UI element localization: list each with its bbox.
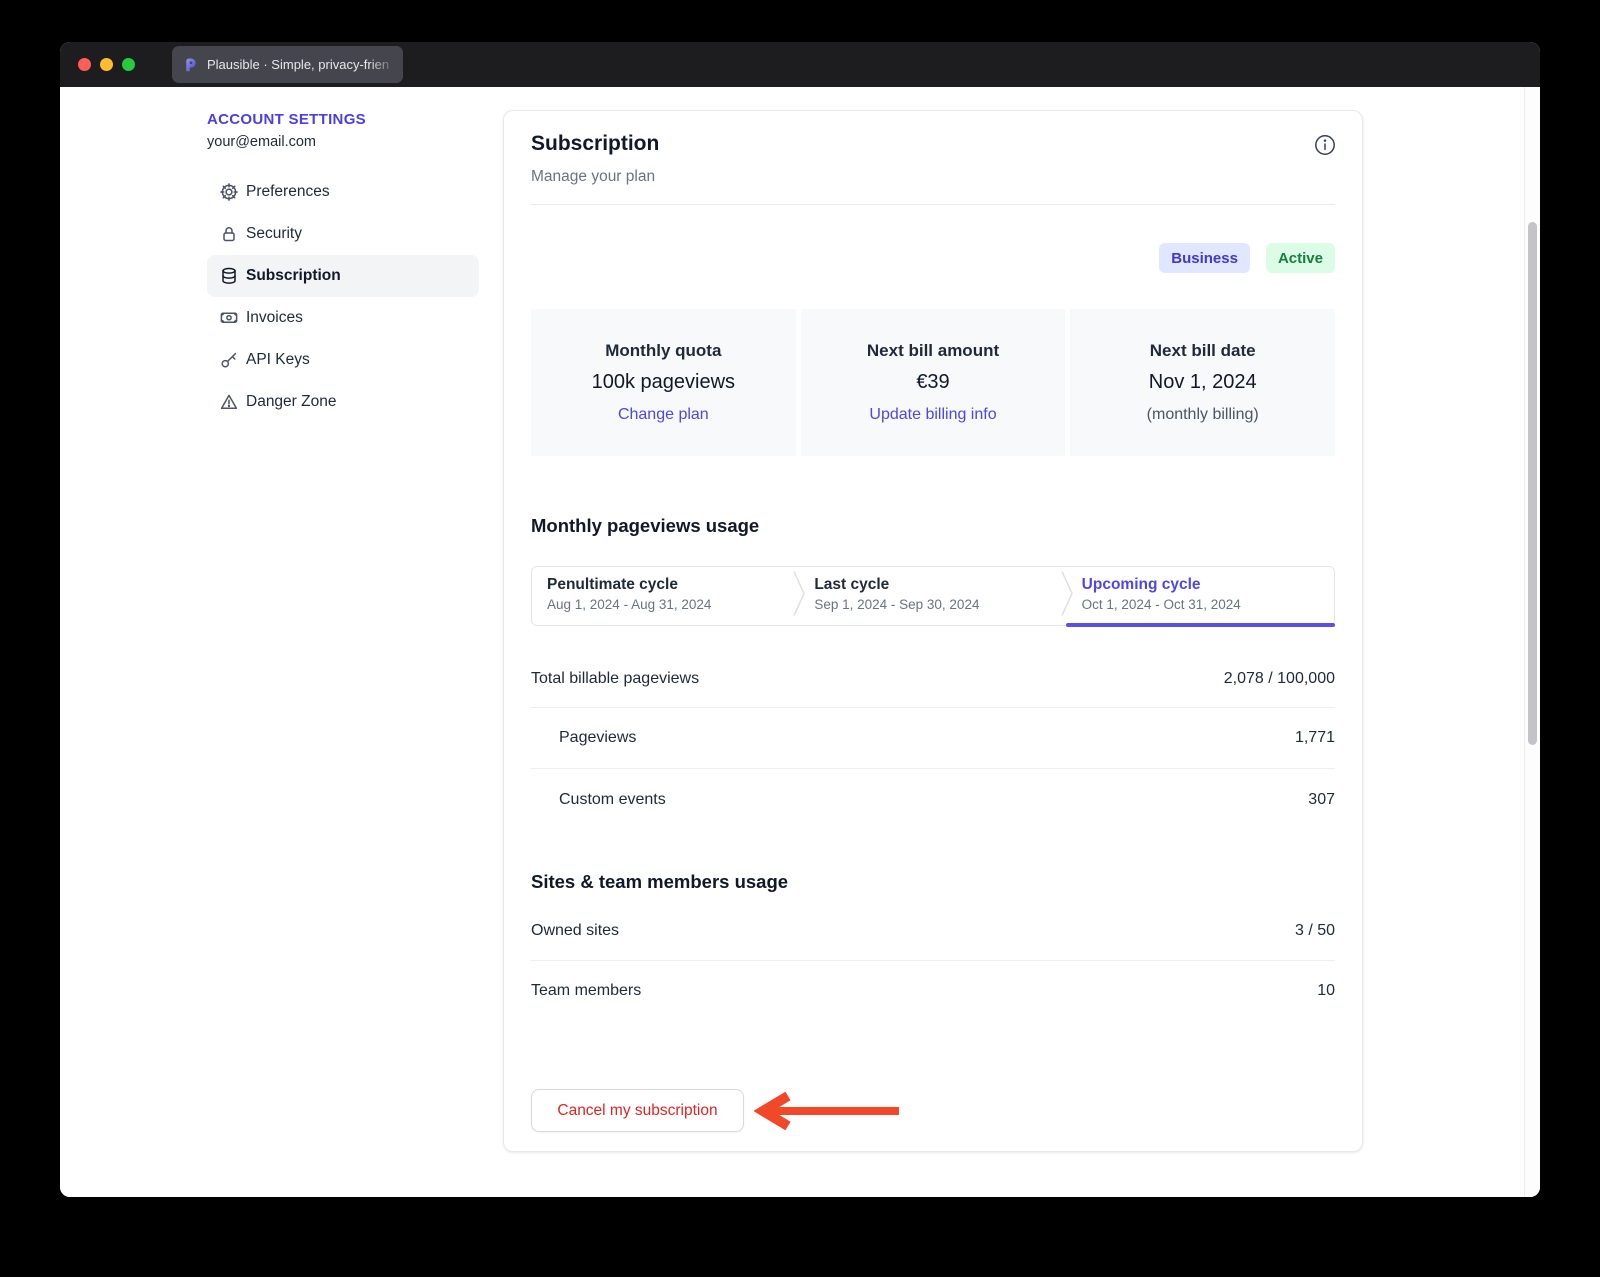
stat-value: Nov 1, 2024 bbox=[1148, 371, 1257, 393]
tab-title: Plausible · Simple, privacy-frien bbox=[207, 57, 390, 72]
row-value: 3 / 50 bbox=[1294, 921, 1335, 939]
settings-nav: Preferences Security bbox=[207, 171, 479, 423]
billing-stats: Monthly quota 100k pageviews Change plan… bbox=[531, 309, 1336, 456]
plan-badges: Business Active bbox=[1159, 243, 1335, 273]
change-plan-link[interactable]: Change plan bbox=[617, 406, 709, 423]
row-label: Custom events bbox=[559, 790, 666, 808]
account-settings-heading: ACCOUNT SETTINGS bbox=[207, 111, 366, 128]
lock-icon bbox=[219, 224, 239, 244]
scrollbar-thumb[interactable] bbox=[1528, 222, 1537, 745]
header-divider bbox=[531, 204, 1335, 205]
gear-icon bbox=[219, 182, 239, 202]
plan-badge: Business bbox=[1159, 243, 1250, 273]
row-value: 307 bbox=[1308, 790, 1335, 808]
stat-label: Next bill amount bbox=[866, 341, 1000, 360]
cycle-range: Sep 1, 2024 - Sep 30, 2024 bbox=[814, 597, 980, 612]
sites-usage-table: Owned sites 3 / 50 Team members 10 bbox=[531, 901, 1335, 1021]
sidebar-item-label: API Keys bbox=[246, 351, 310, 368]
database-stack-icon bbox=[219, 266, 239, 286]
subscription-card: Subscription Manage your plan Business A… bbox=[503, 110, 1363, 1152]
stat-value: €39 bbox=[916, 371, 950, 393]
account-email: your@email.com bbox=[207, 134, 316, 150]
pageviews-usage-heading: Monthly pageviews usage bbox=[531, 515, 760, 536]
plausible-logo-icon bbox=[182, 56, 199, 73]
stat-label: Next bill date bbox=[1149, 341, 1256, 360]
sidebar-item-invoices[interactable]: Invoices bbox=[207, 297, 479, 339]
tab-penultimate-cycle[interactable]: Penultimate cycle Aug 1, 2024 - Aug 31, … bbox=[532, 567, 799, 625]
sidebar-item-subscription[interactable]: Subscription bbox=[207, 255, 479, 297]
page-subtitle: Manage your plan bbox=[531, 168, 656, 185]
row-value: 2,078 / 100,000 bbox=[1223, 670, 1335, 687]
banknote-icon bbox=[219, 308, 239, 328]
info-icon[interactable] bbox=[1313, 133, 1337, 157]
sidebar-item-label: Invoices bbox=[246, 309, 303, 326]
row-label: Total billable pageviews bbox=[531, 670, 700, 687]
cycle-range: Oct 1, 2024 - Oct 31, 2024 bbox=[1081, 597, 1241, 612]
table-row-team-members: Team members 10 bbox=[531, 961, 1335, 1021]
sidebar-item-preferences[interactable]: Preferences bbox=[207, 171, 479, 213]
row-label: Pageviews bbox=[559, 729, 637, 746]
row-value: 1,771 bbox=[1294, 729, 1335, 746]
browser-window: Plausible · Simple, privacy-frien ACCOUN… bbox=[60, 42, 1540, 1197]
tab-title-fade bbox=[369, 46, 403, 83]
minimize-button[interactable] bbox=[100, 58, 113, 71]
stat-next-bill-date: Next bill date Nov 1, 2024 (monthly bill… bbox=[1070, 309, 1336, 456]
pageviews-usage-table: Total billable pageviews 2,078 / 100,000… bbox=[531, 651, 1335, 830]
selected-tab-underline bbox=[1065, 623, 1335, 627]
sidebar-item-label: Danger Zone bbox=[246, 393, 337, 410]
stat-next-bill-amount: Next bill amount €39 Update billing info bbox=[800, 309, 1066, 456]
tab-last-cycle[interactable]: Last cycle Sep 1, 2024 - Sep 30, 2024 bbox=[793, 567, 1066, 625]
traffic-lights bbox=[60, 58, 135, 71]
page-content: ACCOUNT SETTINGS your@email.com Preferen… bbox=[60, 87, 1540, 1197]
row-value: 10 bbox=[1317, 982, 1335, 999]
row-label: Team members bbox=[531, 982, 642, 999]
table-row-owned-sites: Owned sites 3 / 50 bbox=[531, 901, 1335, 961]
sidebar-item-api-keys[interactable]: API Keys bbox=[207, 339, 479, 381]
stat-value: 100k pageviews bbox=[591, 371, 736, 393]
scrollbar-track[interactable] bbox=[1524, 87, 1540, 1197]
cycle-title: Last cycle bbox=[814, 576, 890, 593]
row-label: Owned sites bbox=[531, 921, 620, 939]
cycle-title: Upcoming cycle bbox=[1081, 576, 1201, 593]
sidebar-item-security[interactable]: Security bbox=[207, 213, 479, 255]
table-row-total-billable: Total billable pageviews 2,078 / 100,000 bbox=[531, 651, 1335, 708]
zoom-button[interactable] bbox=[122, 58, 135, 71]
key-icon bbox=[219, 350, 239, 370]
page-title: Subscription bbox=[531, 132, 660, 155]
cycle-title: Penultimate cycle bbox=[547, 576, 678, 593]
update-billing-info-link[interactable]: Update billing info bbox=[869, 406, 997, 423]
table-row-pageviews: Pageviews 1,771 bbox=[531, 708, 1335, 769]
stat-label: Monthly quota bbox=[605, 341, 722, 360]
billing-cycle-tabs: Penultimate cycle Aug 1, 2024 - Aug 31, … bbox=[531, 566, 1335, 627]
browser-tab[interactable]: Plausible · Simple, privacy-frien bbox=[172, 46, 403, 83]
cancel-subscription-button[interactable]: Cancel my subscription bbox=[531, 1089, 744, 1132]
annotation-arrow-icon bbox=[753, 1089, 904, 1138]
warning-triangle-icon bbox=[219, 392, 239, 412]
sidebar-item-label: Subscription bbox=[246, 267, 341, 284]
sidebar-item-danger-zone[interactable]: Danger Zone bbox=[207, 381, 479, 423]
cycle-range: Aug 1, 2024 - Aug 31, 2024 bbox=[547, 597, 712, 612]
sidebar-item-label: Security bbox=[246, 225, 302, 242]
sites-usage-heading: Sites & team members usage bbox=[531, 871, 789, 892]
tab-upcoming-cycle[interactable]: Upcoming cycle Oct 1, 2024 - Oct 31, 202… bbox=[1060, 567, 1335, 627]
sidebar-item-label: Preferences bbox=[246, 183, 330, 200]
status-badge: Active bbox=[1265, 243, 1335, 273]
title-bar: Plausible · Simple, privacy-frien bbox=[60, 42, 1540, 87]
stat-monthly-quota: Monthly quota 100k pageviews Change plan bbox=[531, 309, 796, 456]
billing-interval-note: (monthly billing) bbox=[1146, 406, 1259, 423]
close-button[interactable] bbox=[78, 58, 91, 71]
table-row-custom-events: Custom events 307 bbox=[531, 769, 1335, 830]
